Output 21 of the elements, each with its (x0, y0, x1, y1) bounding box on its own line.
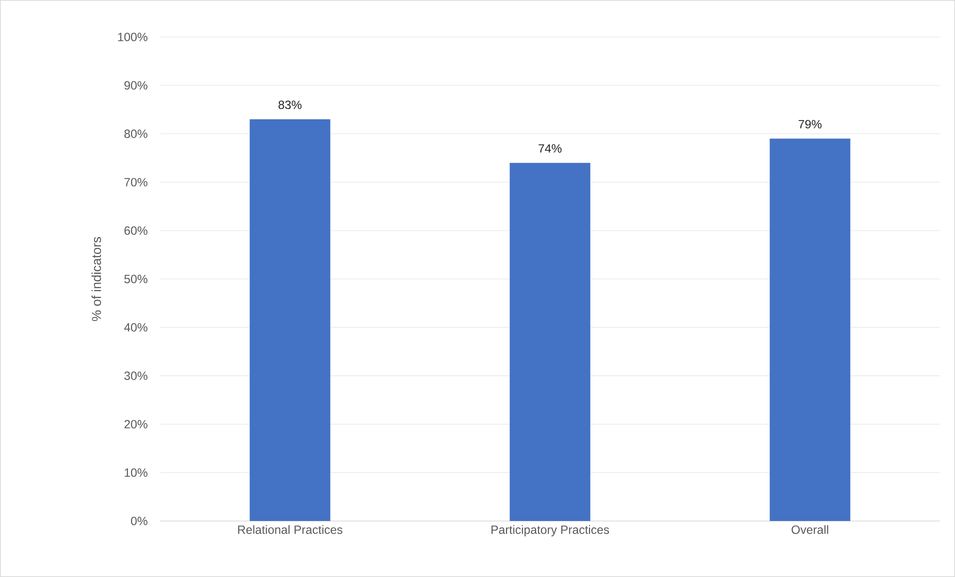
data-label: 74% (538, 144, 562, 153)
data-label: 83% (278, 100, 302, 110)
bar (250, 119, 330, 522)
bar (510, 162, 590, 522)
data-label: 79% (798, 120, 822, 128)
y-tick-label: 30% (124, 372, 148, 380)
y-tick-label: 70% (124, 178, 148, 186)
y-tick-label: 50% (124, 274, 148, 284)
y-tick-label: 20% (124, 420, 148, 428)
x-tick-label: Overall (792, 525, 828, 534)
y-axis-title: % of indicators (92, 237, 102, 321)
y-tick-label: 0% (130, 516, 148, 526)
bar (770, 138, 850, 522)
y-tick-label: 60% (124, 226, 148, 235)
y-tick-label: 100% (118, 32, 148, 42)
y-tick-label: 80% (124, 130, 148, 138)
x-tick-label: Participatory Practices (492, 525, 610, 536)
x-tick-label: Relational Practices (238, 525, 342, 534)
y-tick-label: 40% (124, 323, 148, 332)
y-tick-label: 10% (124, 468, 148, 477)
y-tick-label: 90% (124, 81, 148, 90)
